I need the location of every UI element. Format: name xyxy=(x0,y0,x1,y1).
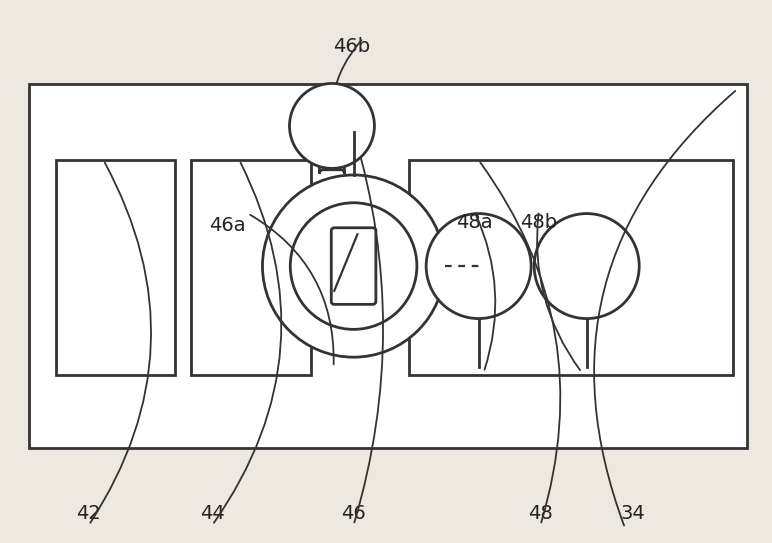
Circle shape xyxy=(262,175,445,357)
Text: 46a: 46a xyxy=(209,216,246,235)
Circle shape xyxy=(534,213,639,319)
Text: 48: 48 xyxy=(528,504,553,522)
Text: 34: 34 xyxy=(621,504,645,522)
Text: 42: 42 xyxy=(76,504,101,522)
Text: 46b: 46b xyxy=(333,37,370,55)
Bar xyxy=(191,160,311,375)
FancyBboxPatch shape xyxy=(320,100,344,174)
Bar xyxy=(56,160,175,375)
Text: 44: 44 xyxy=(200,504,225,522)
FancyBboxPatch shape xyxy=(331,228,376,305)
Circle shape xyxy=(426,213,531,319)
Text: 46: 46 xyxy=(341,504,366,522)
Circle shape xyxy=(290,84,374,168)
Bar xyxy=(29,84,747,448)
Text: 48a: 48a xyxy=(455,213,493,232)
Text: 48b: 48b xyxy=(520,213,557,232)
Bar xyxy=(409,160,733,375)
